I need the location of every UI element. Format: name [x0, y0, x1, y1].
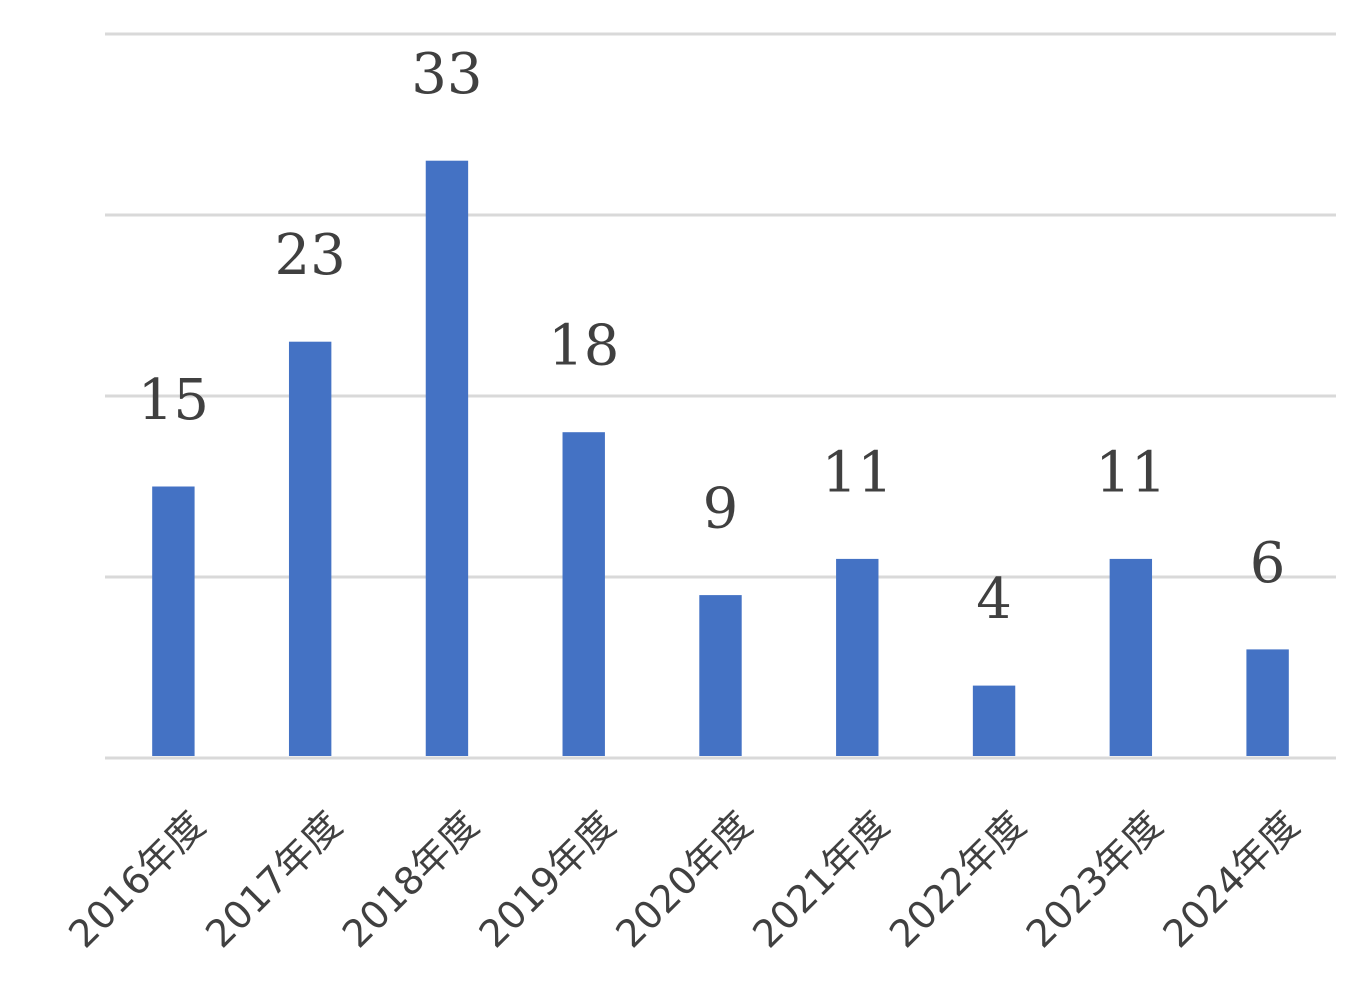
bar — [1109, 558, 1153, 756]
data-label: 33 — [411, 42, 482, 107]
x-tick-label: 2020年度 — [607, 803, 760, 956]
data-label: 11 — [1095, 440, 1166, 505]
x-tick-label: 2016年度 — [60, 803, 213, 956]
data-label: 23 — [275, 223, 346, 288]
data-label: 4 — [976, 567, 1012, 632]
x-tick-label: 2019年度 — [471, 803, 624, 956]
x-tick-label: 2021年度 — [744, 803, 897, 956]
bar — [972, 685, 1016, 756]
x-tick-label: 2023年度 — [1018, 803, 1171, 956]
x-tick-label: 2018年度 — [334, 803, 487, 956]
bar — [562, 432, 605, 756]
x-tick-label: 2017年度 — [197, 803, 350, 956]
data-label: 15 — [138, 368, 209, 433]
x-tick-label: 2024年度 — [1155, 803, 1308, 956]
data-label: 18 — [548, 314, 619, 379]
bar — [699, 595, 742, 756]
x-tick-label: 2022年度 — [881, 803, 1034, 956]
bar — [288, 341, 332, 756]
data-label: 6 — [1250, 531, 1286, 596]
bar — [836, 558, 879, 756]
data-label: 11 — [822, 440, 893, 505]
bar — [425, 160, 469, 756]
data-label: 9 — [703, 477, 739, 542]
bar — [152, 486, 195, 756]
bar — [1246, 649, 1289, 756]
